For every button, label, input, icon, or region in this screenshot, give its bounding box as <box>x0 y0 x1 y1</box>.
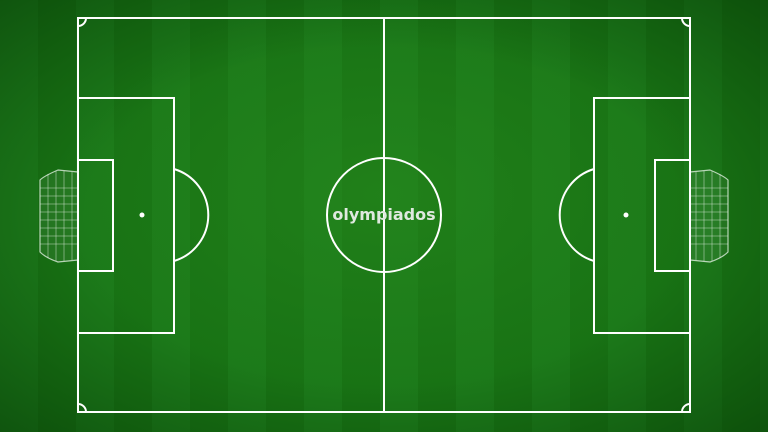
right-penalty-area <box>593 97 691 334</box>
left-penalty-area <box>77 97 175 334</box>
center-label: olympiados <box>332 205 435 224</box>
corner-arc-bottom-left <box>77 403 87 413</box>
right-goal-area <box>654 159 691 272</box>
left-goal-area <box>77 159 114 272</box>
right-penalty-arc <box>558 168 595 262</box>
left-penalty-arc <box>173 168 210 262</box>
right-goal-net <box>689 169 729 263</box>
right-penalty-spot <box>623 212 629 218</box>
left-penalty-spot <box>139 212 145 218</box>
center-circle <box>326 157 442 273</box>
corner-arc-top-right <box>681 17 691 27</box>
left-goal-net <box>39 169 79 263</box>
corner-arc-top-left <box>77 17 87 27</box>
corner-arc-bottom-right <box>681 403 691 413</box>
